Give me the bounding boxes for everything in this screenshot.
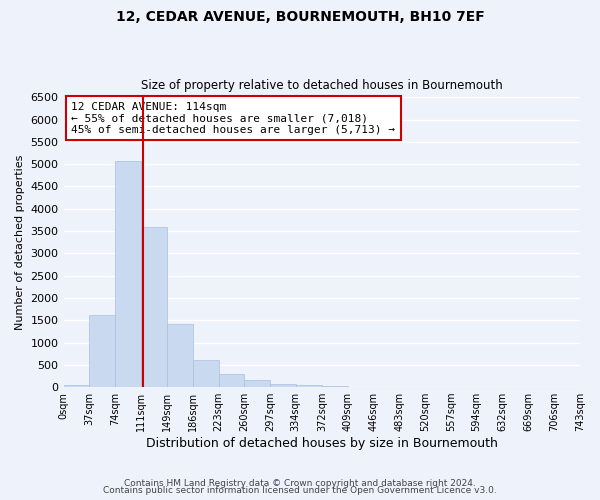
Bar <box>193 360 218 387</box>
Text: Contains HM Land Registry data © Crown copyright and database right 2024.: Contains HM Land Registry data © Crown c… <box>124 478 476 488</box>
Bar <box>270 384 296 387</box>
Bar <box>89 315 115 387</box>
Bar <box>296 384 322 387</box>
Text: Contains public sector information licensed under the Open Government Licence v3: Contains public sector information licen… <box>103 486 497 495</box>
Bar <box>115 161 140 387</box>
Bar <box>244 380 270 387</box>
Bar <box>140 228 167 387</box>
Text: 12, CEDAR AVENUE, BOURNEMOUTH, BH10 7EF: 12, CEDAR AVENUE, BOURNEMOUTH, BH10 7EF <box>116 10 484 24</box>
Bar <box>218 374 244 387</box>
Title: Size of property relative to detached houses in Bournemouth: Size of property relative to detached ho… <box>141 79 503 92</box>
X-axis label: Distribution of detached houses by size in Bournemouth: Distribution of detached houses by size … <box>146 437 498 450</box>
Bar <box>167 324 193 387</box>
Text: 12 CEDAR AVENUE: 114sqm
← 55% of detached houses are smaller (7,018)
45% of semi: 12 CEDAR AVENUE: 114sqm ← 55% of detache… <box>71 102 395 135</box>
Bar <box>322 386 348 387</box>
Bar <box>64 385 89 387</box>
Y-axis label: Number of detached properties: Number of detached properties <box>15 154 25 330</box>
